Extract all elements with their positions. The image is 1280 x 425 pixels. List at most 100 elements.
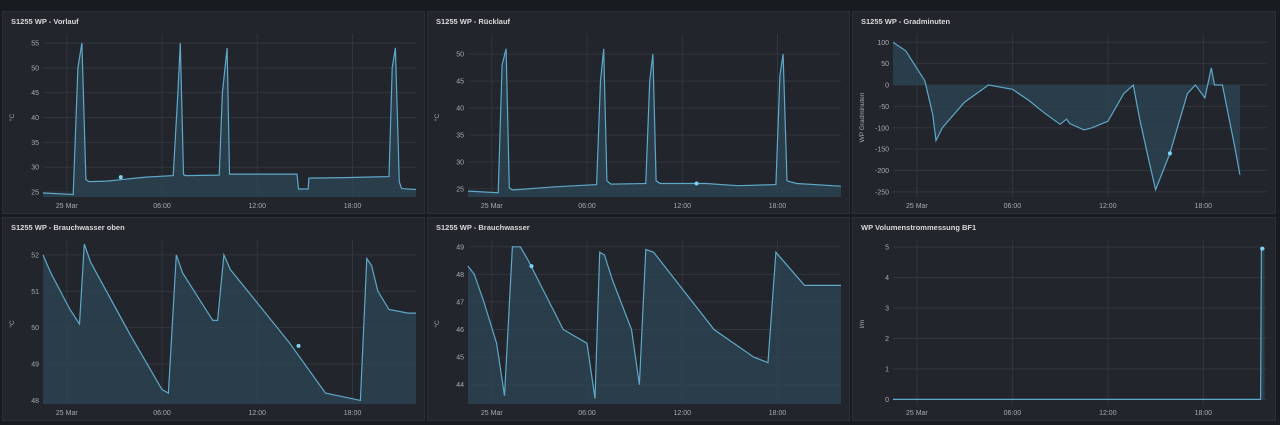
data-point-marker [118, 175, 123, 180]
series-area [893, 248, 1265, 400]
y-axis-label: l/m [859, 320, 866, 329]
data-point-marker [296, 343, 301, 348]
brauchwasser-oben-chart[interactable]: 48 49 50 51 52 25 Mar 06:00 12:00 18:00 °C [3, 218, 426, 422]
y-tick-label: 30 [31, 165, 39, 172]
y-tick-label: 48 [456, 272, 464, 279]
x-tick-label: 25 Mar [481, 203, 503, 210]
y-axis-label: WP Gradminuten [859, 92, 866, 142]
panel-vorlauf[interactable]: S1255 WP - Vorlauf 25 30 35 40 45 50 55 25 Mar 0… [2, 11, 425, 214]
y-tick-label: 45 [456, 355, 464, 362]
x-tick-label: 18:00 [1195, 203, 1213, 210]
x-tick-label: 18:00 [344, 410, 362, 417]
x-tick-label: 06:00 [153, 410, 171, 417]
x-tick-label: 25 Mar [481, 410, 503, 417]
y-tick-label: 50 [31, 325, 39, 332]
series-line [42, 42, 417, 196]
y-tick-label: 4 [885, 275, 889, 282]
y-tick-label: 44 [456, 382, 464, 389]
y-tick-label: -50 [879, 104, 889, 111]
y-tick-label: 45 [31, 90, 39, 97]
series-area [893, 42, 1240, 190]
x-tick-label: 06:00 [1004, 410, 1022, 417]
vorlauf-chart[interactable]: 25 30 35 40 45 50 55 25 Mar 06:00 12:00 18:00 °C [3, 12, 426, 215]
data-point-marker [529, 264, 534, 269]
y-tick-label: 25 [31, 190, 39, 197]
data-point-marker [1167, 151, 1172, 156]
y-tick-label: 50 [881, 61, 889, 68]
volumenstrom-chart[interactable]: 0 1 2 3 4 5 25 Mar 06:00 12:00 18:00 l/m [853, 218, 1277, 422]
x-tick-label: 18:00 [344, 203, 362, 210]
x-tick-label: 12:00 [1099, 203, 1117, 210]
brauchwasser-chart[interactable]: 44 45 46 47 48 49 25 Mar 06:00 12:00 18:00 °C [428, 218, 851, 422]
x-tick-label: 12:00 [674, 410, 692, 417]
y-tick-label: 55 [31, 40, 39, 47]
panel-ruecklauf[interactable]: S1255 WP - Rücklauf 25 30 35 40 45 50 25 Mar 06… [427, 11, 850, 214]
x-tick-label: 25 Mar [906, 410, 928, 417]
y-tick-label: 3 [885, 306, 889, 313]
panel-gradminuten[interactable]: S1255 WP - Gradminuten 100 50 0 -50 -100 -150… [852, 11, 1276, 214]
x-tick-label: 18:00 [769, 203, 787, 210]
panel-title[interactable]: S1255 WP - Brauchwasser oben [11, 223, 125, 232]
gradminuten-chart[interactable]: 100 50 0 -50 -100 -150 -200 -250 25 Mar 06:00 12:0… [853, 12, 1277, 215]
y-axis-label: °C [8, 320, 16, 328]
y-tick-label: 25 [456, 186, 464, 193]
panel-volumenstrom[interactable]: WP Volumenstrommessung BF1 0 1 2 3 4 5 25 Mar 0… [852, 217, 1276, 421]
y-tick-label: 49 [456, 244, 464, 251]
y-tick-label: 100 [877, 40, 889, 47]
y-tick-label: 47 [456, 299, 464, 306]
series-line [892, 41, 1241, 192]
y-tick-label: 45 [456, 79, 464, 86]
y-tick-label: 50 [456, 52, 464, 59]
x-tick-label: 06:00 [578, 203, 596, 210]
ruecklauf-chart[interactable]: 25 30 35 40 45 50 25 Mar 06:00 12:00 18:00 °C [428, 12, 851, 215]
x-tick-label: 25 Mar [56, 203, 78, 210]
panel-title[interactable]: WP Volumenstrommessung BF1 [861, 223, 977, 232]
panel-brauchwasser-oben[interactable]: S1255 WP - Brauchwasser oben 48 49 50 51 52 2… [2, 217, 425, 421]
y-tick-label: 49 [31, 362, 39, 369]
y-tick-label: 50 [31, 65, 39, 72]
y-tick-label: 0 [885, 397, 889, 404]
series-line [467, 48, 842, 194]
y-tick-label: -150 [875, 147, 889, 154]
y-tick-label: -250 [875, 189, 889, 196]
y-tick-label: 48 [31, 398, 39, 405]
y-tick-label: 40 [456, 106, 464, 113]
series-line [42, 243, 416, 402]
y-axis-label: °C [433, 320, 441, 328]
y-axis-label: °C [433, 114, 441, 122]
y-tick-label: 46 [456, 327, 464, 334]
y-tick-label: 2 [885, 336, 889, 343]
y-tick-label: 51 [31, 289, 39, 296]
x-tick-label: 06:00 [578, 410, 596, 417]
panel-title[interactable]: S1255 WP - Brauchwasser [436, 223, 530, 232]
data-point-marker [694, 181, 699, 186]
series-area [468, 246, 841, 404]
x-tick-label: 12:00 [1099, 410, 1117, 417]
y-tick-label: 35 [456, 133, 464, 140]
series-area [43, 244, 416, 404]
x-tick-label: 25 Mar [56, 410, 78, 417]
x-tick-label: 12:00 [249, 410, 267, 417]
y-tick-label: -200 [875, 168, 889, 175]
y-tick-label: 52 [31, 252, 39, 259]
series-line [893, 248, 1265, 400]
y-axis-label: °C [8, 114, 16, 122]
y-tick-label: 40 [31, 115, 39, 122]
x-tick-label: 06:00 [1004, 203, 1022, 210]
series-area [43, 43, 416, 197]
y-tick-label: 30 [456, 159, 464, 166]
x-tick-label: 25 Mar [906, 203, 928, 210]
data-point-marker [1260, 246, 1265, 251]
x-tick-label: 18:00 [1195, 410, 1213, 417]
y-tick-label: 5 [885, 245, 889, 252]
series-line [467, 246, 841, 399]
panel-title[interactable]: S1255 WP - Vorlauf [11, 17, 79, 26]
panel-brauchwasser[interactable]: S1255 WP - Brauchwasser 44 45 46 47 48 49 25 M… [427, 217, 850, 421]
panel-title[interactable]: S1255 WP - Gradminuten [861, 17, 951, 26]
x-tick-label: 12:00 [249, 203, 267, 210]
y-tick-label: 0 [885, 83, 889, 90]
y-tick-label: 35 [31, 140, 39, 147]
x-tick-label: 06:00 [153, 203, 171, 210]
panel-title[interactable]: S1255 WP - Rücklauf [436, 17, 511, 26]
